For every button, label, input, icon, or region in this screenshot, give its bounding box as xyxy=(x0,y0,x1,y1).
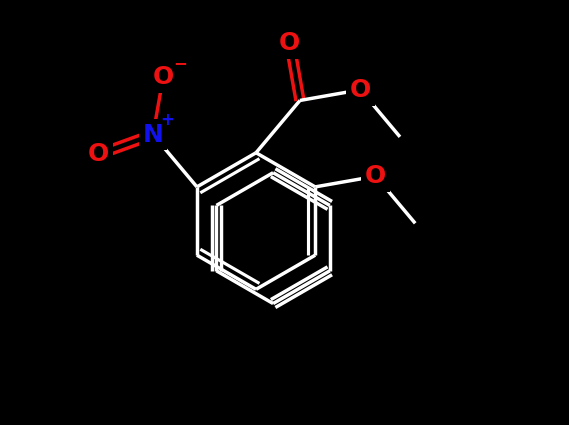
Text: O: O xyxy=(88,142,109,167)
Text: O: O xyxy=(279,31,300,55)
Text: O: O xyxy=(152,65,174,89)
Text: +: + xyxy=(160,111,174,129)
Text: −: − xyxy=(173,54,187,72)
Text: N: N xyxy=(143,122,163,147)
Text: O: O xyxy=(365,164,386,188)
Text: O: O xyxy=(350,78,371,102)
